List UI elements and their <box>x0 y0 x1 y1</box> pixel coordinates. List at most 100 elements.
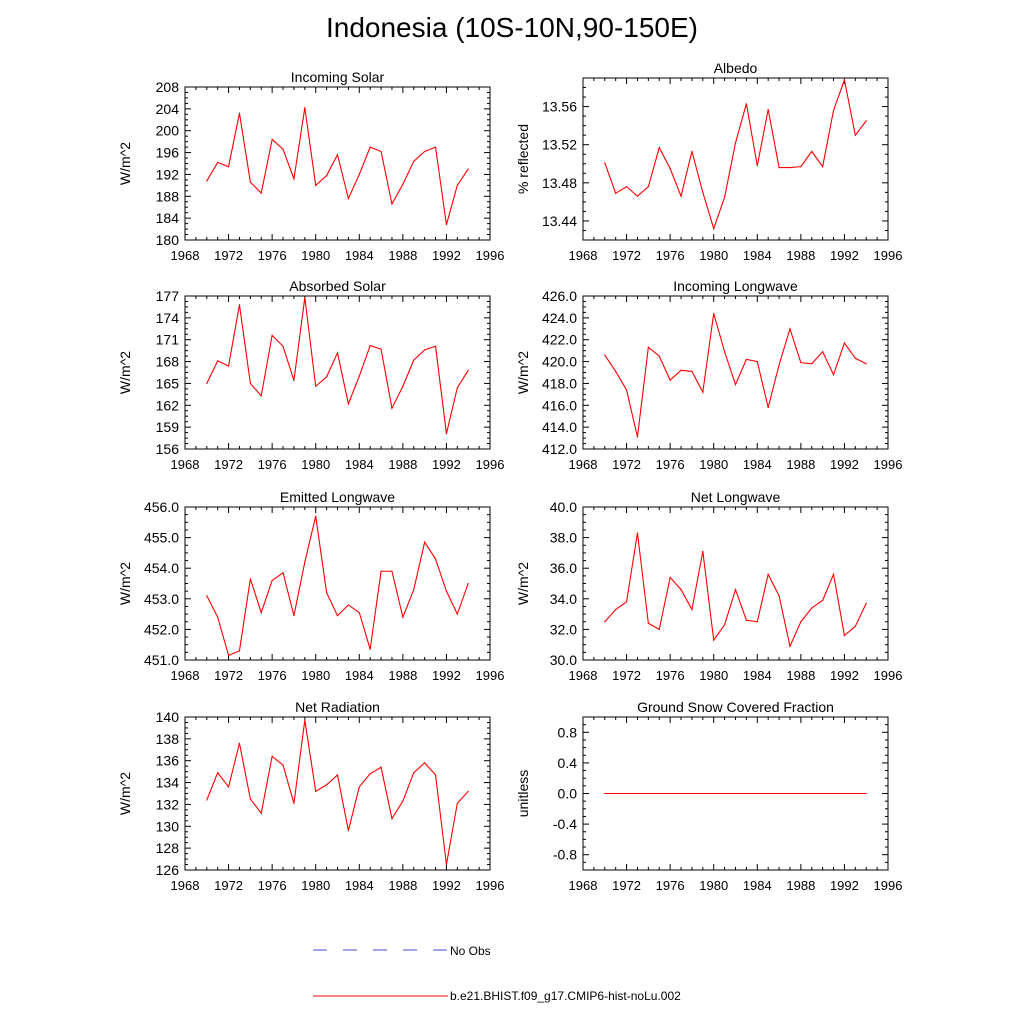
data-point <box>369 146 371 148</box>
data-point <box>734 383 737 386</box>
panel-title: Ground Snow Covered Fraction <box>637 699 834 715</box>
data-point <box>249 382 251 385</box>
data-point <box>702 550 704 552</box>
x-tick-label: 1992 <box>432 668 461 683</box>
data-point <box>315 790 317 792</box>
data-point <box>271 138 273 141</box>
data-point <box>206 180 208 182</box>
data-point <box>238 650 241 652</box>
data-point <box>380 570 382 572</box>
x-tick-label: 1992 <box>432 878 461 893</box>
data-point <box>358 611 360 614</box>
y-tick-label: 422.0 <box>542 332 577 348</box>
data-point <box>402 800 404 802</box>
x-tick-label: 1992 <box>830 878 859 893</box>
y-tick-label: 456.0 <box>144 499 179 515</box>
y-tick-label: 204 <box>156 101 180 117</box>
data-point <box>326 784 328 786</box>
data-point <box>282 572 284 574</box>
data-point <box>326 592 328 594</box>
data-point <box>778 595 780 597</box>
x-tick-label: 1992 <box>830 457 859 472</box>
data-point <box>456 184 458 186</box>
data-point <box>865 602 867 604</box>
data-point <box>702 191 704 193</box>
data-point <box>822 599 824 601</box>
y-tick-label: 0.8 <box>558 724 578 740</box>
data-point <box>238 112 241 114</box>
data-point <box>745 103 747 105</box>
x-tick-label: 1976 <box>258 878 287 893</box>
y-tick-label: 136 <box>156 753 180 769</box>
data-point <box>282 148 284 150</box>
data-point <box>865 120 867 122</box>
data-point <box>811 363 813 365</box>
data-point <box>217 772 219 774</box>
x-tick-label: 1976 <box>258 668 287 683</box>
x-tick-label: 1988 <box>786 668 815 683</box>
data-point <box>227 654 230 657</box>
data-point <box>789 645 791 647</box>
data-point <box>604 621 606 623</box>
figure-title: Indonesia (10S-10N,90-150E) <box>325 12 698 43</box>
data-point <box>467 369 469 371</box>
data-point <box>304 107 306 109</box>
data-point <box>227 166 230 168</box>
y-tick-label: 40.0 <box>550 499 577 515</box>
data-point <box>854 134 856 136</box>
y-axis-label: W/m^2 <box>515 351 531 394</box>
data-point <box>413 589 415 591</box>
data-point <box>604 792 606 795</box>
series-line <box>604 77 867 231</box>
data-point <box>822 351 824 353</box>
data-point <box>854 625 856 627</box>
data-point <box>424 541 426 543</box>
data-point <box>822 166 824 168</box>
data-point <box>391 570 393 572</box>
data-point <box>413 160 415 162</box>
data-point <box>745 619 747 621</box>
data-point <box>380 150 382 153</box>
x-tick-label: 1968 <box>569 248 598 263</box>
data-point <box>391 407 393 409</box>
x-tick-label: 1968 <box>569 878 598 893</box>
legend-label-no-obs: No Obs <box>450 944 491 958</box>
y-tick-label: 196 <box>156 145 180 161</box>
x-tick-label: 1980 <box>699 878 728 893</box>
data-point <box>402 183 404 185</box>
x-tick-label: 1984 <box>743 248 772 263</box>
data-point <box>315 184 317 186</box>
data-point <box>402 616 404 618</box>
data-point <box>413 772 415 774</box>
data-point <box>304 719 306 721</box>
data-point <box>434 558 437 560</box>
data-point <box>358 173 360 176</box>
panel-title: Albedo <box>714 60 758 76</box>
data-point <box>778 364 780 366</box>
x-tick-label: 1996 <box>476 457 505 472</box>
data-point <box>811 607 813 609</box>
data-point <box>369 773 371 775</box>
data-point <box>369 344 371 347</box>
data-point <box>336 352 339 354</box>
x-tick-label: 1988 <box>786 248 815 263</box>
data-point <box>238 742 241 744</box>
data-point <box>647 186 649 188</box>
panel-title: Emitted Longwave <box>280 489 395 505</box>
data-point <box>456 613 458 615</box>
data-point <box>800 166 802 168</box>
data-point <box>843 634 846 637</box>
data-point <box>604 162 606 164</box>
x-tick-label: 1984 <box>743 878 772 893</box>
data-point <box>680 369 682 371</box>
data-point <box>434 146 437 148</box>
data-point <box>767 406 769 409</box>
data-point <box>358 786 360 788</box>
data-point <box>636 195 639 197</box>
x-tick-label: 1992 <box>830 248 859 263</box>
y-tick-label: 0.0 <box>558 786 578 802</box>
data-point <box>724 196 726 198</box>
x-tick-label: 1972 <box>214 878 243 893</box>
data-point <box>636 532 639 534</box>
y-tick-label: 416.0 <box>542 397 577 413</box>
